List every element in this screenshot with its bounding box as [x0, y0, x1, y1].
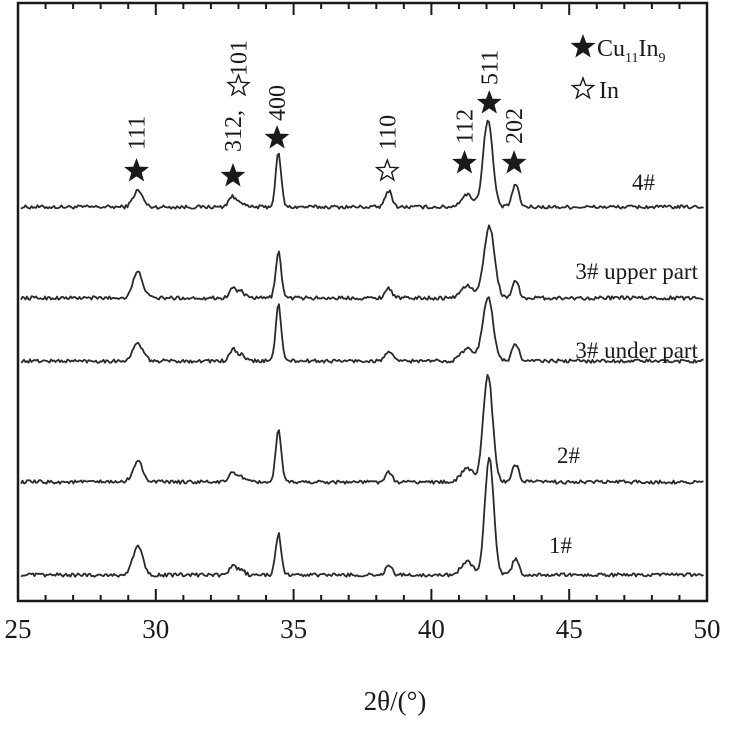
peak-label: 110 [375, 115, 401, 150]
x-axis-tick-labels: 25 30 35 40 45 50 [5, 614, 721, 644]
peak-label: 202 [502, 108, 528, 144]
x-tick-label: 30 [142, 614, 169, 644]
peak-star-filled [452, 149, 477, 174]
x-tick-label: 35 [280, 614, 307, 644]
legend-open-star-icon [570, 75, 596, 100]
series-line-0 [20, 119, 704, 210]
peak-star-filled [501, 149, 527, 174]
series-labels: 4# 3# upper part 3# under part 2# 1# [549, 170, 699, 558]
series-label: 1# [549, 533, 573, 558]
series-line-3 [20, 374, 704, 485]
legend: Cu11In9 In [570, 33, 666, 104]
series-line-1 [20, 224, 704, 301]
x-tick-label: 40 [418, 614, 445, 644]
series-label: 4# [632, 170, 656, 195]
peak-star-filled [124, 157, 149, 182]
peak-star-filled [220, 162, 246, 187]
x-tick-label: 50 [694, 614, 721, 644]
peak-star-open [226, 72, 251, 97]
peak-label: 511 [477, 50, 503, 85]
legend-filled-star-icon [570, 33, 596, 58]
peak-label: 312, [221, 110, 247, 152]
x-tick-label: 45 [556, 614, 583, 644]
series-group [20, 119, 704, 578]
peak-label: 400 [265, 85, 291, 121]
series-line-2 [20, 296, 704, 364]
peak-label: 112 [452, 109, 478, 144]
peak-star-filled [264, 125, 290, 149]
legend-label-cu11in9: Cu11In9 [597, 36, 666, 66]
series-label: 3# upper part [575, 259, 698, 284]
series-label: 3# under part [575, 338, 698, 363]
series-line-4 [20, 456, 704, 578]
peak-label: 111 [125, 116, 151, 150]
plot-frame [16, 1, 709, 603]
peak-star-filled [476, 89, 502, 114]
series-label: 2# [557, 443, 581, 468]
peak-star-open [374, 157, 400, 182]
peak-annotations: 111 312, 101 400 110 112 511 202 [124, 40, 528, 187]
x-axis-ticks [17, 3, 708, 601]
x-tick-label: 25 [5, 614, 32, 644]
legend-label-in: In [599, 78, 619, 104]
x-axis-title: 2θ/(°) [364, 686, 427, 716]
peak-label: 101 [226, 40, 252, 76]
